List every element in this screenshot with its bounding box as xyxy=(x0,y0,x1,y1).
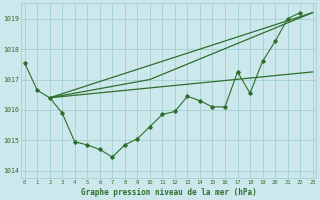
X-axis label: Graphe pression niveau de la mer (hPa): Graphe pression niveau de la mer (hPa) xyxy=(81,188,257,197)
